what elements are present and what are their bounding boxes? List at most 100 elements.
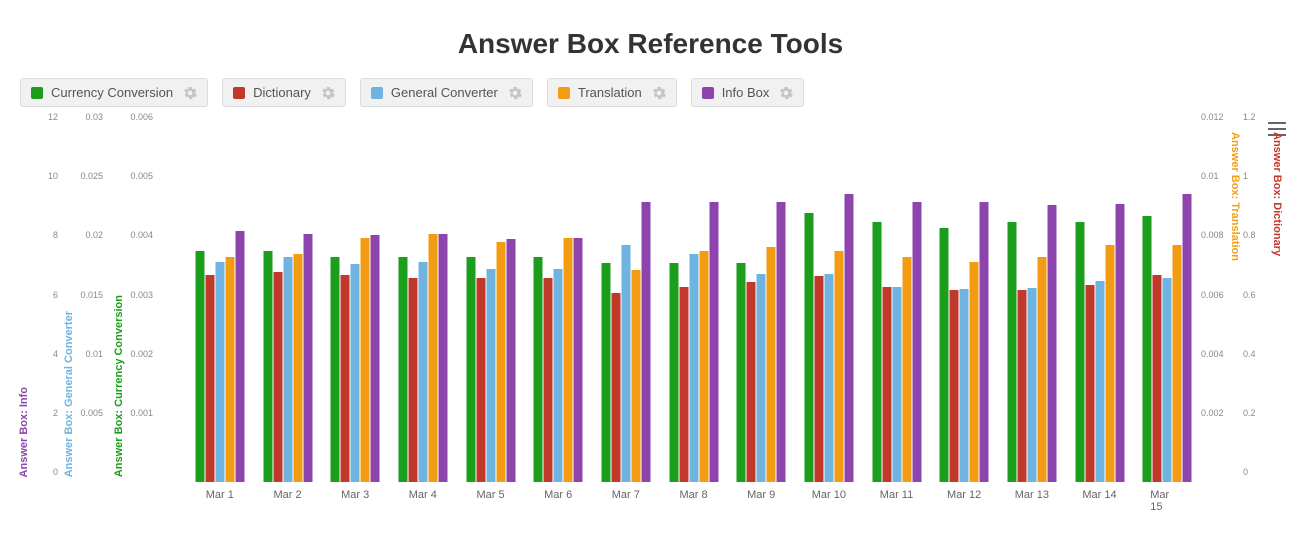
bar-dictionary[interactable]: [273, 272, 282, 482]
bar-translation[interactable]: [428, 234, 437, 483]
bar-translation[interactable]: [361, 238, 370, 482]
y-axis-label-right: Answer Box: Dictionary: [1271, 132, 1283, 256]
bar-translation[interactable]: [834, 251, 843, 482]
bar-currency[interactable]: [872, 222, 881, 482]
y-tick: 0.005: [130, 171, 153, 181]
bar-currency[interactable]: [804, 213, 813, 482]
bar-converter[interactable]: [621, 245, 630, 482]
bar-dictionary[interactable]: [882, 287, 891, 482]
gear-icon[interactable]: [183, 86, 197, 100]
bar-translation[interactable]: [293, 254, 302, 482]
bar-currency[interactable]: [1075, 222, 1084, 482]
bar-dictionary[interactable]: [950, 290, 959, 482]
bar-info[interactable]: [438, 234, 447, 483]
bar-currency[interactable]: [737, 263, 746, 482]
bar-currency[interactable]: [1143, 216, 1152, 482]
bar-dictionary[interactable]: [408, 278, 417, 482]
bar-currency[interactable]: [398, 257, 407, 482]
bar-currency[interactable]: [1007, 222, 1016, 482]
bar-translation[interactable]: [1037, 257, 1046, 482]
bar-translation[interactable]: [496, 242, 505, 482]
bar-converter[interactable]: [418, 262, 427, 482]
bar-converter[interactable]: [689, 254, 698, 482]
bar-translation[interactable]: [564, 238, 573, 482]
bar-info[interactable]: [844, 194, 853, 482]
legend-item-general-converter[interactable]: General Converter: [360, 78, 533, 107]
bar-currency[interactable]: [534, 257, 543, 482]
y-tick: 0: [53, 467, 58, 477]
bar-converter[interactable]: [351, 264, 360, 482]
bar-group: [263, 234, 312, 483]
bar-dictionary[interactable]: [1153, 275, 1162, 482]
bar-dictionary[interactable]: [1017, 290, 1026, 482]
legend-swatch: [31, 87, 43, 99]
bar-currency[interactable]: [195, 251, 204, 482]
bar-dictionary[interactable]: [476, 278, 485, 482]
bar-translation[interactable]: [225, 257, 234, 482]
bar-info[interactable]: [1047, 205, 1056, 482]
gear-icon[interactable]: [779, 86, 793, 100]
y-tick: 0.012: [1201, 112, 1223, 122]
bar-info[interactable]: [980, 202, 989, 482]
bar-translation[interactable]: [1105, 245, 1114, 482]
y-axis-label-left: Answer Box: Currency Conversion: [113, 295, 125, 477]
y-tick: 0.006: [1201, 290, 1223, 300]
gear-icon[interactable]: [321, 86, 335, 100]
bar-info[interactable]: [1115, 204, 1124, 482]
y-tick: 0.01: [85, 349, 103, 359]
bar-info[interactable]: [303, 234, 312, 483]
gear-icon[interactable]: [652, 86, 666, 100]
bar-converter[interactable]: [486, 269, 495, 482]
bar-dictionary[interactable]: [679, 287, 688, 482]
bar-currency[interactable]: [601, 263, 610, 482]
bar-info[interactable]: [641, 202, 650, 482]
bar-converter[interactable]: [1095, 281, 1104, 482]
bar-translation[interactable]: [699, 251, 708, 482]
bar-translation[interactable]: [631, 270, 640, 482]
bar-currency[interactable]: [331, 257, 340, 482]
bar-converter[interactable]: [757, 274, 766, 482]
bar-currency[interactable]: [940, 228, 949, 482]
bar-info[interactable]: [574, 238, 583, 482]
legend-item-dictionary[interactable]: Dictionary: [222, 78, 346, 107]
bar-info[interactable]: [235, 231, 244, 482]
bar-currency[interactable]: [669, 263, 678, 482]
bar-info[interactable]: [709, 202, 718, 482]
bar-dictionary[interactable]: [814, 276, 823, 482]
bar-converter[interactable]: [824, 274, 833, 482]
bar-info[interactable]: [371, 235, 380, 482]
x-tick-label: Mar 15: [1150, 489, 1184, 513]
y-tick: 2: [53, 408, 58, 418]
x-tick-label: Mar 11: [880, 489, 913, 501]
bar-currency[interactable]: [263, 251, 272, 482]
bar-info[interactable]: [506, 239, 515, 482]
bar-converter[interactable]: [1027, 288, 1036, 482]
bar-info[interactable]: [1183, 194, 1192, 482]
bar-dictionary[interactable]: [747, 282, 756, 482]
legend-swatch: [702, 87, 714, 99]
bar-translation[interactable]: [970, 262, 979, 482]
bar-dictionary[interactable]: [1085, 285, 1094, 482]
legend-item-currency-conversion[interactable]: Currency Conversion: [20, 78, 208, 107]
bar-translation[interactable]: [767, 247, 776, 482]
bar-info[interactable]: [912, 202, 921, 482]
bar-converter[interactable]: [554, 269, 563, 482]
bar-converter[interactable]: [215, 262, 224, 482]
bar-dictionary[interactable]: [611, 293, 620, 482]
y-tick: 0.006: [130, 112, 153, 122]
legend-item-info-box[interactable]: Info Box: [691, 78, 805, 107]
bar-dictionary[interactable]: [205, 275, 214, 482]
bar-converter[interactable]: [892, 287, 901, 482]
legend-item-translation[interactable]: Translation: [547, 78, 677, 107]
bar-converter[interactable]: [283, 257, 292, 482]
bar-currency[interactable]: [466, 257, 475, 482]
bar-dictionary[interactable]: [341, 275, 350, 482]
gear-icon[interactable]: [508, 86, 522, 100]
legend-label: Info Box: [722, 85, 770, 100]
bar-dictionary[interactable]: [544, 278, 553, 482]
bar-info[interactable]: [777, 202, 786, 482]
bar-converter[interactable]: [1163, 278, 1172, 482]
bar-translation[interactable]: [902, 257, 911, 482]
bar-translation[interactable]: [1173, 245, 1182, 482]
bar-converter[interactable]: [960, 289, 969, 482]
